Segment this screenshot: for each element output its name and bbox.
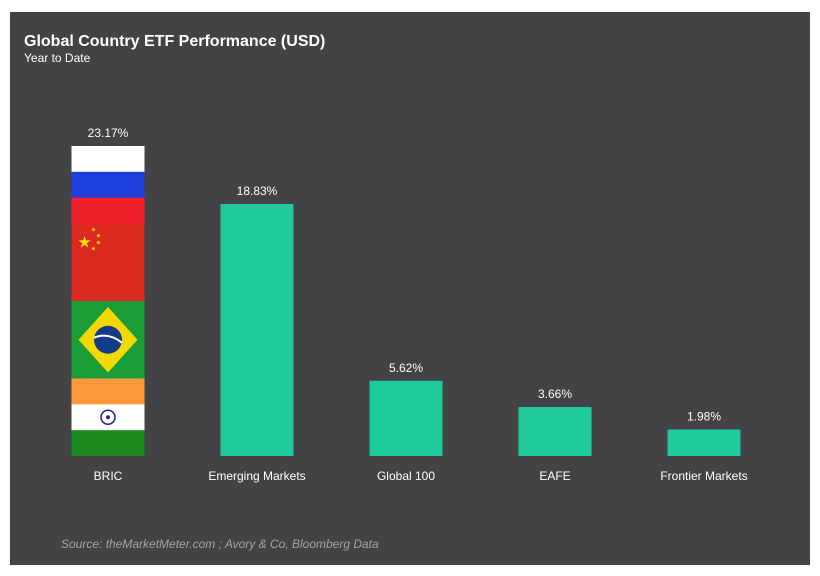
bar-global-100 xyxy=(369,380,443,456)
china-small-star-icon: ★ xyxy=(96,233,101,240)
chart-title: Global Country ETF Performance (USD) xyxy=(24,33,326,50)
india-flag-green xyxy=(71,430,145,456)
bar-eafe xyxy=(518,407,592,456)
source-note: Source: theMarketMeter.com ; Avory & Co,… xyxy=(61,537,379,551)
category-label: Frontier Markets xyxy=(660,469,747,483)
value-label: 18.83% xyxy=(237,184,278,198)
value-label: 5.62% xyxy=(389,361,423,375)
value-label: 1.98% xyxy=(687,410,721,424)
category-label: Global 100 xyxy=(377,469,435,483)
brazil-globe xyxy=(94,325,122,354)
bar-bric: ★★★★★ xyxy=(71,146,145,456)
china-small-star-icon: ★ xyxy=(96,240,101,247)
brazil-band xyxy=(93,334,123,344)
chart-panel: Global Country ETF Performance (USD) Yea… xyxy=(10,12,810,565)
russia-flag-blue xyxy=(71,171,145,199)
bar-chart: ★★★★★ 23.17%18.83%5.62%3.66%1.98% BRIC Em… xyxy=(71,126,748,483)
china-small-star-icon: ★ xyxy=(91,246,96,253)
bar-frontier-markets xyxy=(667,429,741,456)
bar-emerging-markets xyxy=(220,204,294,456)
china-flag xyxy=(71,223,145,302)
bars-group: ★★★★★ xyxy=(71,146,741,456)
russia-flag-red xyxy=(71,197,145,225)
india-flag-saffron xyxy=(71,378,145,406)
value-label: 3.66% xyxy=(538,387,572,401)
india-chakra-hub xyxy=(106,415,110,420)
category-label: BRIC xyxy=(94,469,123,483)
china-small-star-icon: ★ xyxy=(91,227,96,234)
chart-subtitle: Year to Date xyxy=(24,51,91,65)
china-big-star-icon: ★ xyxy=(77,235,91,252)
india-chakra-icon xyxy=(100,409,116,425)
category-label: Emerging Markets xyxy=(208,469,305,483)
value-label: 23.17% xyxy=(88,126,129,140)
value-labels-group: 23.17% 18.83% 5.62% 3.66% 1.98% xyxy=(88,126,722,424)
russia-flag-white xyxy=(71,146,145,173)
category-label: EAFE xyxy=(539,469,570,483)
category-labels-group: BRIC Emerging Markets Global 100 EAFE Fronti… xyxy=(94,469,748,483)
